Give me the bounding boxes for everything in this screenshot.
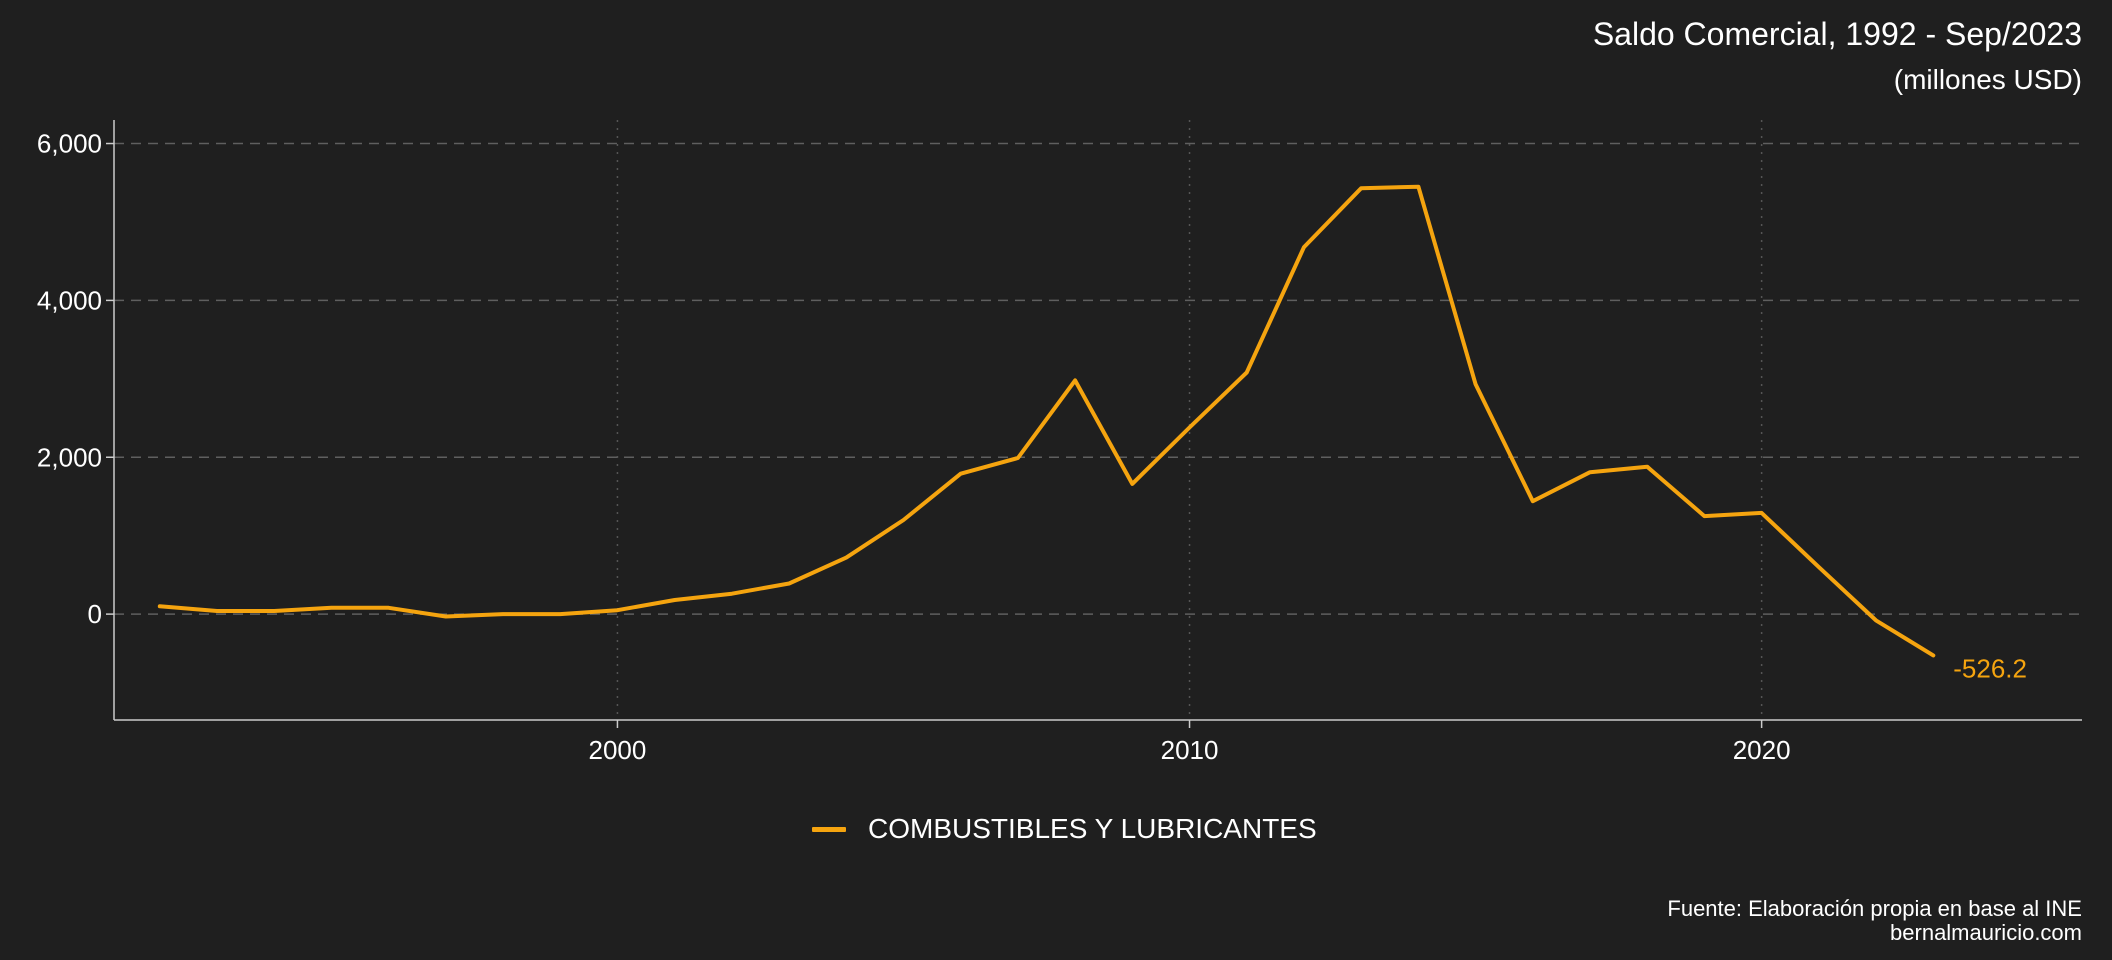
data-point	[329, 606, 333, 610]
chart-subtitle: (millones USD)	[1893, 64, 2082, 95]
legend-label: COMBUSTIBLES Y LUBRICANTES	[868, 813, 1317, 844]
y-tick-label: 2,000	[37, 442, 102, 472]
legend-swatch	[812, 826, 846, 832]
data-point	[272, 609, 276, 613]
data-point	[558, 612, 562, 616]
data-point	[1016, 456, 1020, 460]
data-point	[1931, 653, 1935, 657]
data-point	[1645, 465, 1649, 469]
data-point	[1474, 382, 1478, 386]
data-point	[959, 472, 963, 476]
caption-source: Fuente: Elaboración propia en base al IN…	[1667, 896, 2082, 921]
y-tick-label: 4,000	[37, 285, 102, 315]
series	[157, 184, 1936, 658]
axes	[113, 120, 2082, 721]
data-point	[787, 582, 791, 586]
legend: COMBUSTIBLES Y LUBRICANTES	[812, 813, 1317, 845]
end-value-label: -526.2	[1953, 653, 2027, 683]
x-tick-label: 2010	[1161, 735, 1219, 765]
x-tick-label: 2020	[1733, 735, 1791, 765]
data-point	[1073, 378, 1077, 382]
chart-title: Saldo Comercial, 1992 - Sep/2023	[1592, 16, 2082, 52]
data-point	[1359, 186, 1363, 190]
data-point	[158, 604, 162, 608]
data-point	[1817, 565, 1821, 569]
data-point	[1760, 511, 1764, 515]
data-point	[444, 614, 448, 618]
data-point	[1302, 245, 1306, 249]
data-point	[673, 598, 677, 602]
data-point	[615, 608, 619, 612]
data-point	[501, 612, 505, 616]
data-point	[730, 592, 734, 596]
data-point	[1588, 470, 1592, 474]
y-tick-label: 0	[88, 599, 102, 629]
data-point	[387, 606, 391, 610]
data-point	[215, 609, 219, 613]
data-point	[1874, 618, 1878, 622]
data-point	[1416, 185, 1420, 189]
data-point	[1245, 371, 1249, 375]
data-point	[1188, 425, 1192, 429]
y-tick-label: 6,000	[37, 129, 102, 159]
data-point	[844, 556, 848, 560]
data-point	[901, 518, 905, 522]
series-line	[157, 184, 1936, 658]
x-tick-label: 2000	[589, 735, 647, 765]
tick-labels: 0 2,000 4,000 6,000 2000 2010 2020	[37, 129, 1791, 765]
caption-site: bernalmauricio.com	[1890, 920, 2082, 945]
data-point	[1531, 499, 1535, 503]
data-point	[1130, 482, 1134, 486]
data-point	[1702, 514, 1706, 518]
